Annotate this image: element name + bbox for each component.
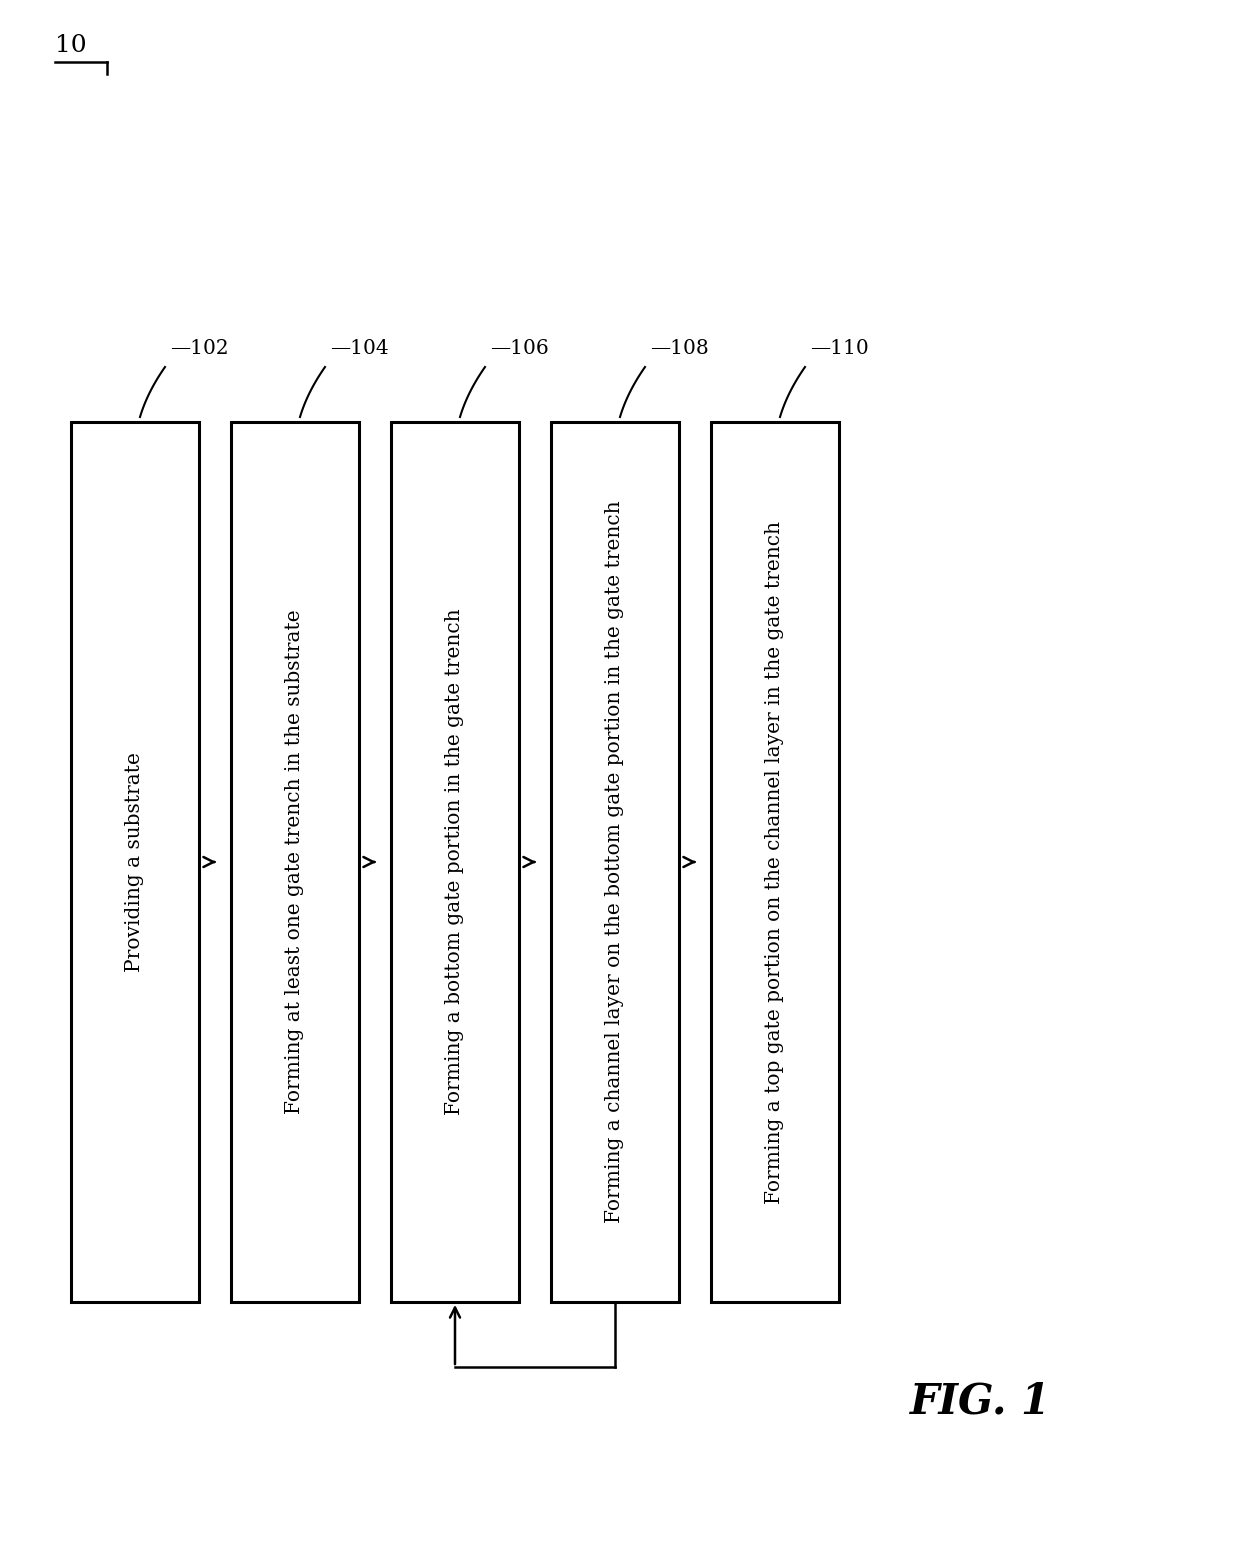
- Text: —106: —106: [490, 340, 549, 359]
- Text: Forming a bottom gate portion in the gate trench: Forming a bottom gate portion in the gat…: [445, 608, 465, 1116]
- Text: —102: —102: [170, 340, 228, 359]
- Bar: [391, 422, 520, 1302]
- Text: FIG. 1: FIG. 1: [909, 1381, 1050, 1423]
- Text: —110: —110: [810, 340, 869, 359]
- Bar: [711, 422, 839, 1302]
- Text: —108: —108: [650, 340, 709, 359]
- Bar: [551, 422, 680, 1302]
- Text: Forming at least one gate trench in the substrate: Forming at least one gate trench in the …: [285, 610, 305, 1114]
- Text: Forming a channel layer on the bottom gate portion in the gate trench: Forming a channel layer on the bottom ga…: [605, 501, 625, 1223]
- Text: —104: —104: [330, 340, 388, 359]
- Bar: [71, 422, 198, 1302]
- Bar: [231, 422, 360, 1302]
- Text: 10: 10: [55, 34, 87, 57]
- Text: Forming a top gate portion on the channel layer in the gate trench: Forming a top gate portion on the channe…: [765, 520, 785, 1203]
- Text: Providing a substrate: Providing a substrate: [125, 753, 145, 972]
